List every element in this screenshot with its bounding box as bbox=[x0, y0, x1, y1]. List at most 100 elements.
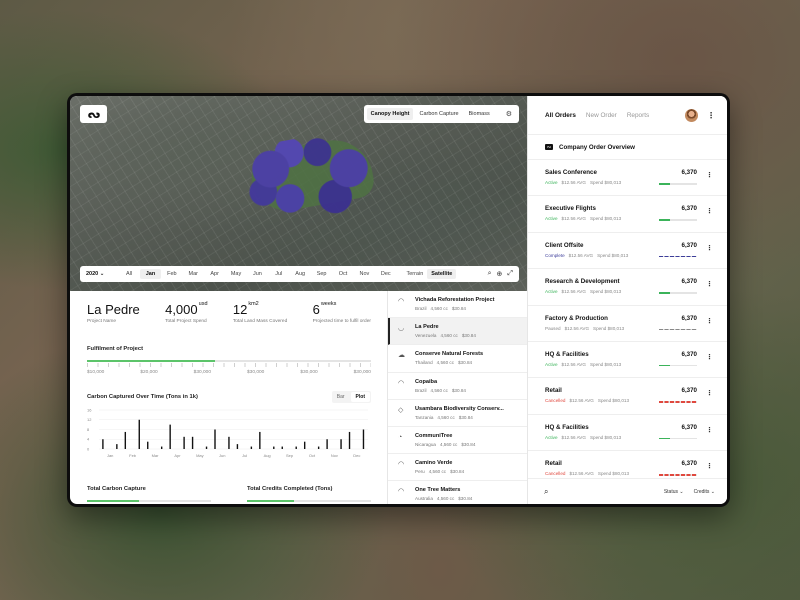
chart-bar-aug-1[interactable] bbox=[273, 446, 275, 449]
month-aug[interactable]: Aug bbox=[295, 271, 306, 277]
chart-bar-feb-0[interactable] bbox=[124, 431, 127, 449]
month-jan[interactable]: Jan bbox=[139, 269, 162, 279]
avatar[interactable] bbox=[685, 108, 698, 122]
order-row[interactable]: HQ & Facilities Active $12.56 AVG Spend $80… bbox=[528, 415, 727, 452]
toggle-plot[interactable]: Plot bbox=[350, 392, 370, 402]
more-icon[interactable]: ⋮ bbox=[706, 353, 713, 361]
more-icon[interactable]: ⋮ bbox=[707, 110, 715, 120]
scale-label: $30,000 bbox=[193, 370, 211, 375]
chart-bar-jan-1[interactable] bbox=[116, 444, 118, 449]
orders-overview-title: ᔓ Company Order Overview bbox=[528, 134, 727, 160]
tab-all-orders[interactable]: All Orders bbox=[545, 111, 576, 119]
order-progress bbox=[659, 401, 697, 403]
month-jul[interactable]: Jul bbox=[275, 271, 283, 277]
year-select[interactable]: 2020 ⌄ bbox=[86, 271, 105, 277]
month-mar[interactable]: Mar bbox=[188, 271, 198, 277]
more-icon[interactable]: ⋮ bbox=[706, 426, 713, 434]
month-oct[interactable]: Oct bbox=[338, 271, 348, 277]
project-list-item[interactable]: ◇ Usambara Biodiversity Conserv... Tanzani… bbox=[388, 400, 527, 427]
order-progress-fill bbox=[659, 183, 671, 185]
chart-bar-aug-0[interactable] bbox=[259, 431, 261, 449]
chart-bar-may-1[interactable] bbox=[205, 446, 208, 449]
chart-bar-jun-1[interactable] bbox=[228, 436, 230, 449]
month-nov[interactable]: Nov bbox=[359, 271, 370, 277]
canopy-height-overlay bbox=[238, 124, 392, 233]
month-may[interactable]: May bbox=[230, 271, 242, 277]
chart-bar-dec-0[interactable] bbox=[348, 431, 351, 449]
more-icon[interactable]: ⋮ bbox=[706, 244, 713, 252]
more-icon[interactable]: ⋮ bbox=[706, 463, 713, 471]
tab-new-order[interactable]: New Order bbox=[585, 111, 617, 119]
y-tick-label: 8 bbox=[87, 427, 90, 432]
order-avg: $12.56 AVG bbox=[561, 180, 586, 185]
project-list-item[interactable]: ◡ La Pedre Venezuela 4,560 cc $30.84 bbox=[388, 318, 527, 346]
order-row[interactable]: Retail Cancelled $12.56 AVG Spend $80,013 6,… bbox=[528, 451, 727, 478]
order-row[interactable]: Research & Development Active $12.56 AVG Sp… bbox=[528, 269, 727, 306]
tab-layer-1[interactable]: Carbon Capture bbox=[419, 111, 459, 117]
chart-bar-oct-0[interactable] bbox=[303, 441, 306, 449]
more-icon[interactable]: ⋮ bbox=[706, 208, 713, 216]
view-terrain[interactable]: Terrain bbox=[406, 271, 424, 277]
project-info: La Pedre Venezuela 4,560 cc $30.84 bbox=[415, 324, 476, 338]
chart-bar-feb-1[interactable] bbox=[138, 419, 140, 449]
order-row[interactable]: Retail Cancelled $12.56 AVG Spend $80,013 6,… bbox=[528, 378, 727, 415]
zoom-in-icon[interactable]: ⊕ bbox=[496, 271, 503, 278]
chart-bar-apr-0[interactable] bbox=[169, 424, 171, 449]
chart-bar-jul-1[interactable] bbox=[250, 446, 253, 449]
tab-layer-0[interactable]: Canopy Height bbox=[366, 108, 414, 120]
chart-bar-mar-1[interactable] bbox=[160, 446, 163, 449]
view-satellite[interactable]: Satellite bbox=[427, 269, 457, 279]
order-status: Active bbox=[545, 361, 558, 367]
tab-layer-2[interactable]: Biomass bbox=[468, 111, 490, 117]
filter-dropdown-1[interactable]: Credits ⌄ bbox=[693, 488, 715, 495]
chart-bar-jul-0[interactable] bbox=[236, 444, 239, 449]
expand-icon[interactable]: ⤢ bbox=[507, 270, 513, 277]
project-list-item[interactable]: ◔ CommuniTree Nicaragua 4,560 cc $30.84 bbox=[388, 427, 527, 455]
month-dec[interactable]: Dec bbox=[380, 271, 391, 277]
month-all[interactable]: All bbox=[126, 271, 133, 277]
search-icon[interactable]: ⌕ bbox=[544, 486, 549, 496]
chart-bar-nov-1[interactable] bbox=[340, 439, 342, 449]
project-list-item[interactable]: ◠ Vichada Reforestation Project Brazil 4,56… bbox=[388, 291, 527, 319]
month-feb[interactable]: Feb bbox=[167, 271, 177, 277]
tab-reports[interactable]: Reports bbox=[626, 111, 650, 119]
time-value: 6 bbox=[312, 302, 320, 317]
chart-bar-may-0[interactable] bbox=[191, 436, 194, 449]
search-icon[interactable]: ⌕ bbox=[487, 270, 492, 277]
filter-dropdown-0[interactable]: Status ⌄ bbox=[663, 488, 684, 495]
time-label: Projected time to fulfil order bbox=[312, 319, 371, 324]
kpi-land: 12km2 Total Land Mass Covered bbox=[233, 301, 287, 324]
app-logo[interactable]: ᔓ bbox=[80, 105, 107, 123]
month-apr[interactable]: Apr bbox=[210, 271, 219, 277]
chart-bar-jan-0[interactable] bbox=[102, 439, 104, 449]
order-row[interactable]: Client Offsite Complete $12.56 AVG Spend $8… bbox=[528, 233, 727, 270]
chart-bar-sep-0[interactable] bbox=[281, 446, 283, 449]
more-icon[interactable]: ⋮ bbox=[706, 172, 713, 179]
order-row[interactable]: Factory & Production Paused $12.56 AVG Spen… bbox=[528, 306, 727, 342]
project-list-item[interactable]: ◠ Copaiba Brazil 4,560 cc $30.84 bbox=[388, 373, 527, 400]
chart-bar-jun-0[interactable] bbox=[214, 429, 216, 450]
chart-bar-mar-0[interactable] bbox=[147, 441, 149, 449]
project-list-item[interactable]: ◠ One Tree Matters Australia 4,560 cc $30.84 bbox=[388, 481, 527, 504]
gear-icon[interactable]: ⚙ bbox=[505, 111, 512, 118]
chart-bar-dec-1[interactable] bbox=[362, 429, 365, 450]
month-sep[interactable]: Sep bbox=[316, 271, 327, 277]
order-row[interactable]: Executive Flights Active $12.56 AVG Spend $… bbox=[528, 196, 727, 233]
order-progress-fill bbox=[659, 401, 697, 403]
satellite-map[interactable]: ᔓ Canopy Height Carbon Capture Biomass ⚙ 2… bbox=[70, 96, 527, 291]
more-icon[interactable]: ⋮ bbox=[706, 390, 713, 398]
more-icon[interactable]: ⋮ bbox=[706, 281, 713, 289]
project-list-item[interactable]: ◠ Camino Verde Peru 4,560 cc $30.84 bbox=[388, 454, 527, 482]
chart-bar-nov-0[interactable] bbox=[326, 439, 328, 449]
order-row[interactable]: HQ & Facilities Active $12.56 AVG Spend $80… bbox=[528, 342, 727, 379]
toggle-bar[interactable]: Bar bbox=[336, 394, 345, 400]
chart-bar-sep-1[interactable] bbox=[295, 446, 297, 449]
project-shape-icon: ◡ bbox=[398, 325, 405, 333]
month-jun[interactable]: Jun bbox=[252, 271, 262, 277]
more-icon[interactable]: ⋮ bbox=[706, 317, 713, 325]
project-list-item[interactable]: ☁ Conserve Natural Forests Thailand 4,560 c… bbox=[388, 345, 527, 373]
order-row[interactable]: Sales Conference Active $12.56 AVG Spend $8… bbox=[528, 160, 727, 197]
chart-bar-apr-1[interactable] bbox=[183, 436, 185, 449]
project-info: Usambara Biodiversity Conserv... Tanzania… bbox=[415, 406, 504, 420]
chart-bar-oct-1[interactable] bbox=[317, 446, 320, 449]
